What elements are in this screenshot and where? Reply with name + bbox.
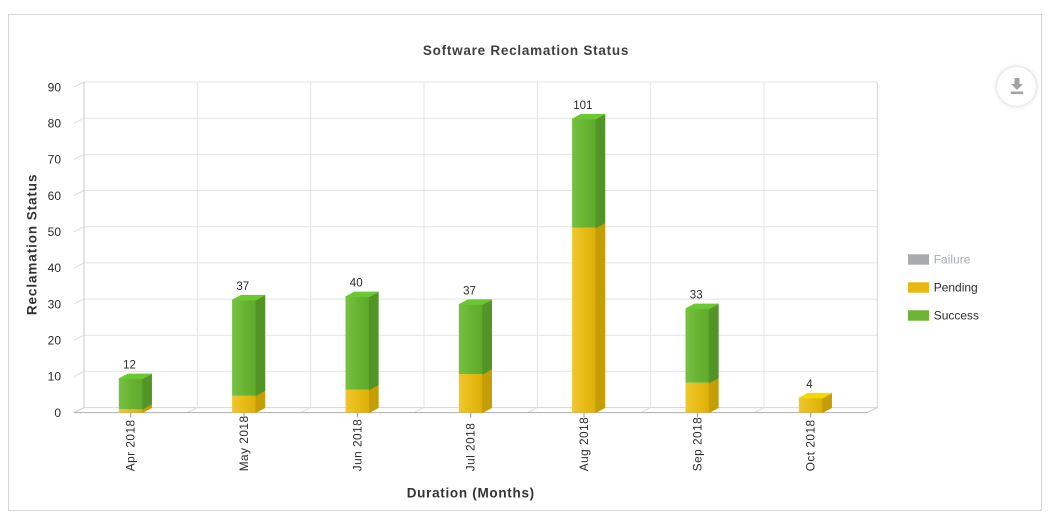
svg-text:33: 33 — [690, 290, 703, 302]
svg-text:12: 12 — [123, 360, 136, 372]
svg-text:50: 50 — [48, 225, 62, 239]
svg-text:37: 37 — [236, 281, 249, 293]
svg-text:60: 60 — [48, 189, 62, 203]
svg-text:70: 70 — [48, 153, 62, 167]
svg-text:10: 10 — [48, 370, 62, 384]
svg-text:101: 101 — [573, 100, 592, 112]
svg-text:Jun 2018: Jun 2018 — [350, 419, 364, 472]
svg-text:Reclamation Status: Reclamation Status — [25, 174, 40, 315]
svg-text:Apr 2018: Apr 2018 — [124, 419, 138, 471]
svg-text:40: 40 — [350, 278, 363, 290]
svg-text:37: 37 — [463, 285, 476, 297]
svg-text:Success: Success — [934, 309, 979, 323]
svg-text:Jul 2018: Jul 2018 — [464, 423, 478, 472]
svg-text:80: 80 — [48, 117, 62, 131]
svg-text:4: 4 — [806, 379, 813, 391]
svg-text:30: 30 — [48, 297, 62, 311]
svg-text:Software Reclamation Status: Software Reclamation Status — [423, 43, 629, 58]
svg-text:40: 40 — [48, 261, 62, 275]
svg-text:0: 0 — [54, 406, 61, 420]
svg-text:20: 20 — [48, 334, 62, 348]
svg-text:Oct 2018: Oct 2018 — [804, 419, 818, 471]
svg-text:May 2018: May 2018 — [237, 415, 251, 471]
svg-text:Sep 2018: Sep 2018 — [690, 417, 704, 472]
svg-text:Duration (Months): Duration (Months) — [407, 486, 535, 501]
svg-text:90: 90 — [48, 80, 62, 94]
svg-text:Pending: Pending — [934, 281, 978, 295]
svg-text:Aug 2018: Aug 2018 — [577, 417, 591, 472]
svg-text:Failure: Failure — [934, 253, 971, 267]
